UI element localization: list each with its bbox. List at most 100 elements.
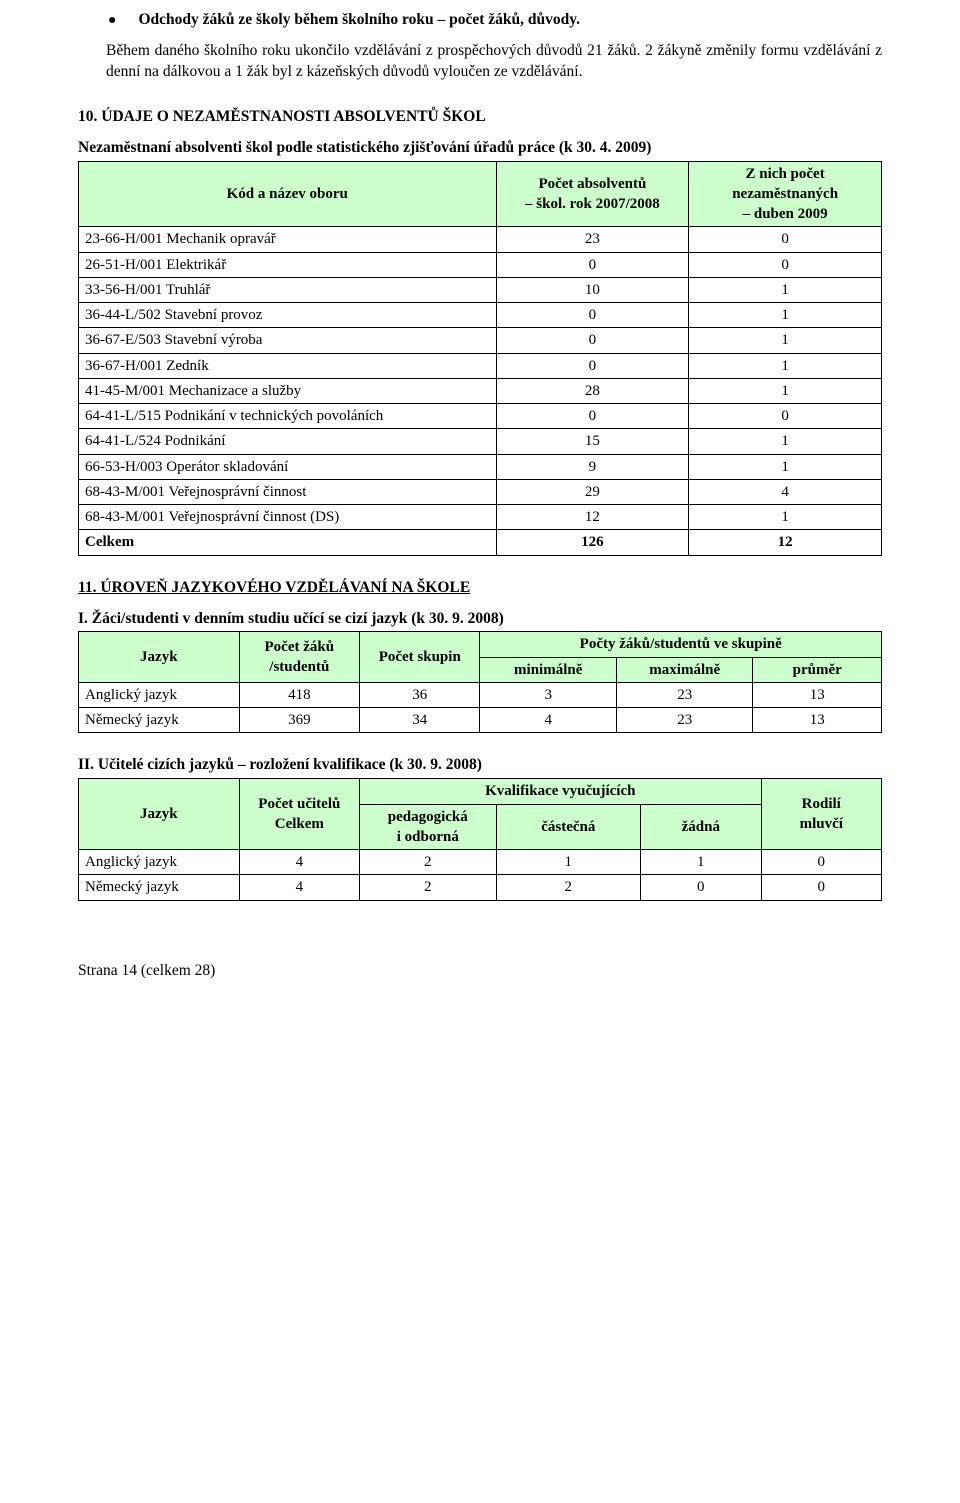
- table-row: 36-67-H/001 Zedník01: [79, 353, 882, 378]
- table-row: 66-53-H/003 Operátor skladování91: [79, 454, 882, 479]
- th3-pu: Počet učitelů Celkem: [239, 779, 359, 850]
- cell-kod: 36-67-H/001 Zedník: [79, 353, 497, 378]
- cell-kod: 23-66-H/001 Mechanik opravář: [79, 227, 497, 252]
- th3-jazyk: Jazyk: [79, 779, 240, 850]
- th-pz-l2: /studentů: [269, 659, 329, 675]
- th-nez-l2: nezaměstnaných: [732, 186, 838, 202]
- cell-abs: 0: [496, 404, 689, 429]
- th3-rm-l2: mluvčí: [800, 816, 843, 832]
- bullet-icon: ●: [78, 12, 138, 31]
- table-row: 26-51-H/001 Elektrikář00: [79, 252, 882, 277]
- table-row: 68-43-M/001 Veřejnosprávní činnost294: [79, 479, 882, 504]
- cell-pz: 418: [239, 682, 359, 707]
- cell-nez: 1: [689, 378, 882, 403]
- cell-nez: 0: [689, 227, 882, 252]
- cell-kc: 2: [496, 875, 641, 900]
- table-row: 64-41-L/515 Podnikání v technických povo…: [79, 404, 882, 429]
- cell-max: 23: [616, 682, 753, 707]
- table-row: 68-43-M/001 Veřejnosprávní činnost (DS) 1…: [79, 505, 882, 530]
- table-row: 36-67-E/503 Stavební výroba01: [79, 328, 882, 353]
- cell-abs: 29: [496, 479, 689, 504]
- th3-kp: pedagogická i odborná: [360, 804, 497, 850]
- cell-j: Německý jazyk: [79, 708, 240, 733]
- cell-kz: 0: [641, 875, 761, 900]
- cell-pu: 4: [239, 850, 359, 875]
- cell-kc: 1: [496, 850, 641, 875]
- th-pr: průměr: [753, 657, 882, 682]
- th3-pu-l1: Počet učitelů: [258, 796, 340, 812]
- table-row: Německý jazyk42200: [79, 875, 882, 900]
- cell-kod: 36-67-E/503 Stavební výroba: [79, 328, 497, 353]
- cell-kod: 64-41-L/515 Podnikání v technických povo…: [79, 404, 497, 429]
- cell-max: 23: [616, 708, 753, 733]
- cell-min: 3: [480, 682, 617, 707]
- cell-ps: 34: [360, 708, 480, 733]
- table-row: 36-44-L/502 Stavební provoz01: [79, 303, 882, 328]
- th-nez-l3: – duben 2009: [743, 206, 828, 222]
- section-11-heading: 11. ÚROVEŇ JAZYKOVÉHO VZDĚLÁVANÍ NA ŠKOL…: [78, 578, 882, 599]
- cell-abs: 0: [496, 252, 689, 277]
- cell-kod: 68-43-M/001 Veřejnosprávní činnost (DS): [79, 505, 497, 530]
- th-jazyk: Jazyk: [79, 632, 240, 683]
- cell-kod: 66-53-H/003 Operátor skladování: [79, 454, 497, 479]
- cell-abs: 0: [496, 328, 689, 353]
- th-pz: Počet žáků /studentů: [239, 632, 359, 683]
- th-abs: Počet absolventů – škol. rok 2007/2008: [496, 161, 689, 227]
- cell-nez: 1: [689, 505, 882, 530]
- th-abs-l1: Počet absolventů: [538, 176, 646, 192]
- cell-kod: 41-45-M/001 Mechanizace a služby: [79, 378, 497, 403]
- cell-nez: 0: [689, 252, 882, 277]
- table-unemployment: Kód a název oboru Počet absolventů – ško…: [78, 161, 882, 556]
- cell-min: 4: [480, 708, 617, 733]
- bullet-row: ● Odchody žáků ze školy během školního r…: [78, 10, 882, 31]
- table-languages-teachers: Jazyk Počet učitelů Celkem Kvalifikace v…: [78, 778, 882, 900]
- cell-pr: 13: [753, 682, 882, 707]
- cell-j: Anglický jazyk: [79, 682, 240, 707]
- th3-rm-l1: Rodilí: [802, 796, 841, 812]
- th3-kv: Kvalifikace vyučujících: [360, 779, 761, 804]
- table-row: Anglický jazyk4183632313: [79, 682, 882, 707]
- cell-kp: 2: [360, 850, 497, 875]
- cell-pz: 369: [239, 708, 359, 733]
- cell-nez: 1: [689, 429, 882, 454]
- th-nez: Z nich počet nezaměstnaných – duben 2009: [689, 161, 882, 227]
- table-3-title: II. Učitelé cizích jazyků – rozložení kv…: [78, 755, 882, 776]
- cell-abs: 0: [496, 303, 689, 328]
- th-sub: Počty žáků/studentů ve skupině: [480, 632, 882, 657]
- cell-kod: 64-41-L/524 Podnikání: [79, 429, 497, 454]
- th-pz-l1: Počet žáků: [265, 639, 335, 655]
- cell-abs: 28: [496, 378, 689, 403]
- table-row: 33-56-H/001 Truhlář101: [79, 277, 882, 302]
- section-10-heading: 10. ÚDAJE O NEZAMĚSTNANOSTI ABSOLVENTŮ Š…: [78, 107, 882, 128]
- cell-abs: 0: [496, 353, 689, 378]
- cell-ps: 36: [360, 682, 480, 707]
- th-ps: Počet skupin: [360, 632, 480, 683]
- table-row: 64-41-L/524 Podnikání151: [79, 429, 882, 454]
- cell-kod: 26-51-H/001 Elektrikář: [79, 252, 497, 277]
- bullet-title: Odchody žáků ze školy během školního rok…: [138, 10, 580, 31]
- cell-abs: 10: [496, 277, 689, 302]
- cell-kz: 1: [641, 850, 761, 875]
- cell-pr: 13: [753, 708, 882, 733]
- cell-abs: 9: [496, 454, 689, 479]
- cell-kod: 33-56-H/001 Truhlář: [79, 277, 497, 302]
- table-2-title: I. Žáci/studenti v denním studiu učící s…: [78, 609, 882, 630]
- th3-kp-l1: pedagogická: [388, 809, 468, 825]
- th3-pu-l2: Celkem: [275, 816, 324, 832]
- th-kod: Kód a název oboru: [79, 161, 497, 227]
- th-min: minimálně: [480, 657, 617, 682]
- cell-abs: 15: [496, 429, 689, 454]
- cell-nez: 4: [689, 479, 882, 504]
- cell-rm: 0: [761, 850, 882, 875]
- th3-kc: částečná: [496, 804, 641, 850]
- th3-kz: žádná: [641, 804, 761, 850]
- cell-nez: 1: [689, 277, 882, 302]
- th-max: maximálně: [616, 657, 753, 682]
- page-footer: Strana 14 (celkem 28): [78, 961, 882, 982]
- cell-nez: 1: [689, 454, 882, 479]
- cell-nez: 1: [689, 328, 882, 353]
- th-nez-l1: Z nich počet: [746, 166, 825, 182]
- cell-abs-total: 126: [496, 530, 689, 555]
- table-row-total: Celkem12612: [79, 530, 882, 555]
- cell-kod-total: Celkem: [79, 530, 497, 555]
